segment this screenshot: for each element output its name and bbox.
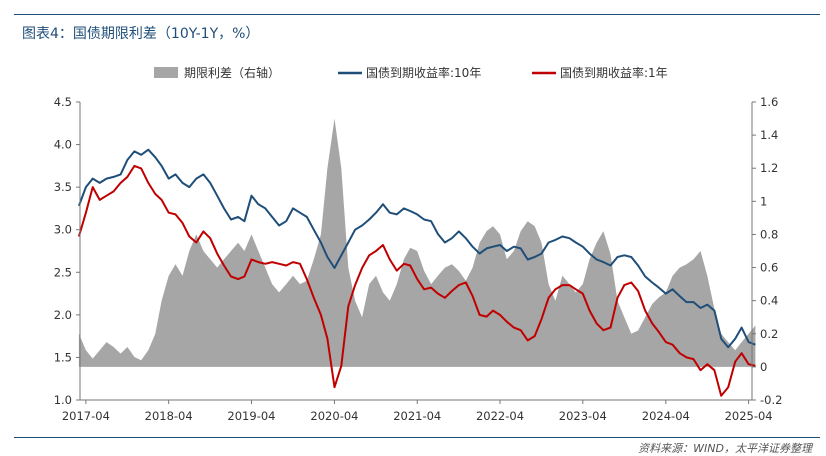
y-right-tick-label: 0.6: [760, 261, 778, 275]
x-tick-label: 2018-04: [145, 409, 193, 423]
y-left-tick-label: 4.0: [54, 138, 72, 152]
yield-10y-line: [77, 148, 756, 349]
x-tick-label: 2023-04: [559, 409, 607, 423]
x-tick-label: 2019-04: [227, 409, 275, 423]
x-tick-label: 2024-04: [642, 409, 690, 423]
x-tick-label: 2017-04: [62, 409, 110, 423]
top-rule: [14, 14, 820, 15]
y-left-tick-label: 1.0: [54, 393, 72, 407]
legend-swatch-spread: [154, 67, 178, 78]
spread-area-layer: [78, 118, 756, 367]
legend-label-10y: 国债到期收益率:10年: [366, 65, 481, 80]
y-left-tick-label: 3.5: [54, 180, 72, 194]
y-right-tick-label: 1.6: [760, 95, 778, 109]
yield-1y-line: [77, 164, 756, 397]
y-right-tick-label: 1.4: [760, 128, 778, 142]
bottom-rule: [14, 437, 820, 438]
x-tick-label: 2022-04: [476, 409, 524, 423]
y-left-tick-label: 2.0: [54, 308, 72, 322]
y-left-tick-label: 1.5: [54, 350, 72, 364]
y-right-tick-label: 0.2: [760, 327, 778, 341]
x-tick-label: 2025-04: [725, 409, 773, 423]
x-tick-label: 2021-04: [393, 409, 441, 423]
y-right-tick-label: 0.8: [760, 227, 778, 241]
yield-lines-layer: [77, 148, 756, 397]
y-left-tick-label: 2.5: [54, 265, 72, 279]
y-right-tick-label: 0.4: [760, 294, 778, 308]
y-right-tick-label: 0: [760, 360, 767, 374]
y-right-tick-label: -0.2: [760, 393, 782, 407]
y-right-tick-label: 1.2: [760, 161, 778, 175]
legend: 期限利差（右轴） 国债到期收益率:10年 国债到期收益率:1年: [154, 65, 668, 80]
chart-title: 图表4：国债期限利差（10Y-1Y，%）: [22, 26, 260, 42]
header-bar: 图表4：国债期限利差（10Y-1Y，%）: [0, 0, 826, 48]
y-left-tick-label: 3.0: [54, 223, 72, 237]
spread-area-series: [78, 118, 756, 367]
axes-layer: 1.0 1.5 2.0 2.5 3.0 3.5 4.0 4.5 -0.2 0 0.2 0.4 0.6 0.…: [54, 95, 783, 423]
y-right-tick-label: 1: [760, 194, 767, 208]
legend-label-1y: 国债到期收益率:1年: [560, 65, 668, 80]
x-tick-label: 2020-04: [310, 409, 358, 423]
legend-label-spread: 期限利差（右轴）: [184, 65, 280, 80]
source-note: 资料来源：WIND，太平洋证券整理: [638, 442, 812, 455]
y-left-tick-label: 4.5: [54, 95, 72, 109]
